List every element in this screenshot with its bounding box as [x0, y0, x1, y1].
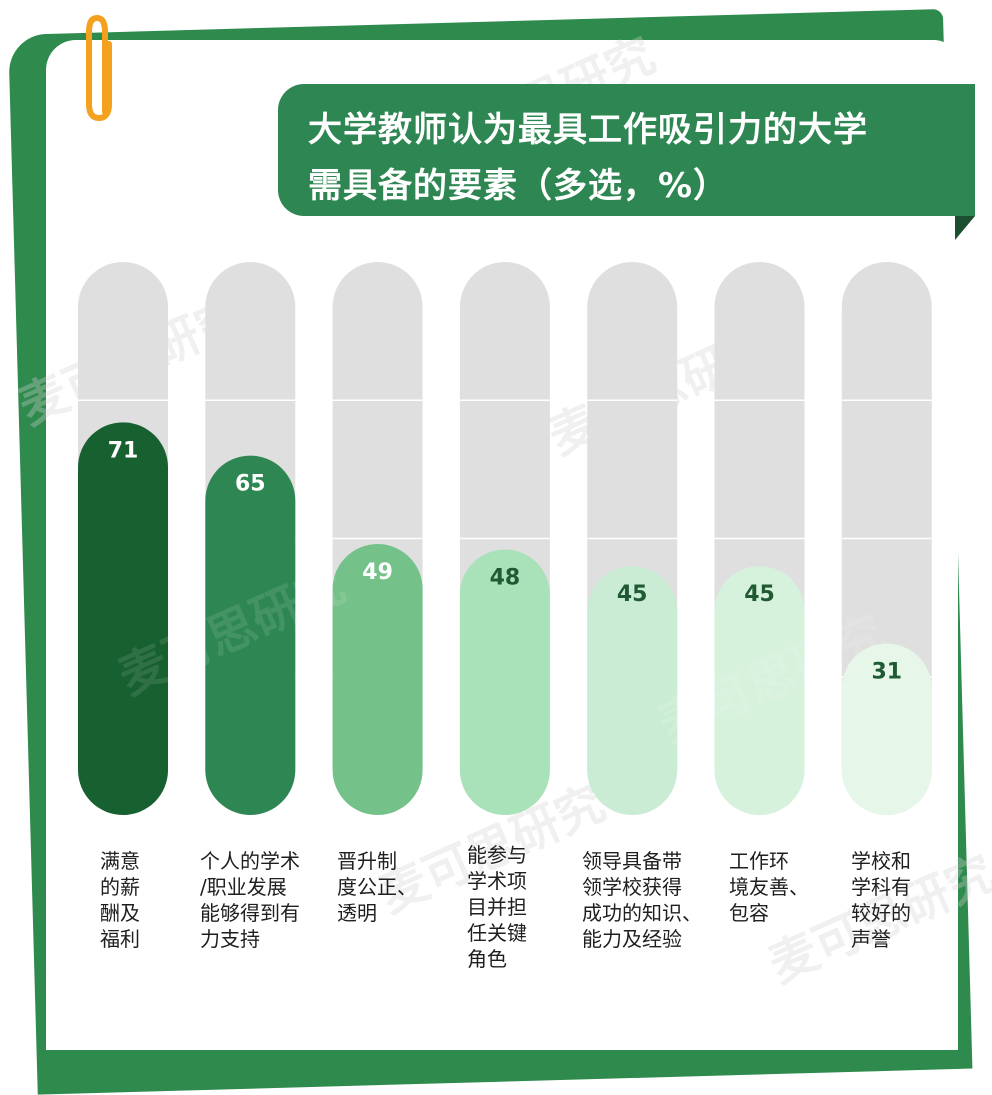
category-label: 能参与 学术项 目并担 任关键 角色 [467, 843, 527, 971]
banner-fold [955, 216, 975, 240]
bar [205, 455, 296, 815]
bar [459, 549, 550, 815]
data-label: 45 [744, 582, 775, 607]
category-label: 个人的学术 /职业发展 能够得到有 力支持 [200, 849, 300, 951]
chart-title: 大学教师认为最具工作吸引力的大学 [308, 110, 868, 150]
bar-chart: 71 65 49 48 45 45 31 [78, 262, 932, 815]
bar [78, 422, 168, 815]
category-label: 满意 的薪 酬及 福利 [100, 849, 140, 951]
data-label: 31 [871, 660, 902, 685]
data-label: 71 [108, 438, 139, 463]
category-label: 晋升制 度公正、 透明 [337, 849, 417, 925]
bar [714, 566, 805, 815]
data-label: 48 [490, 566, 521, 591]
data-label: 49 [362, 560, 393, 585]
title-banner: 大学教师认为最具工作吸引力的大学 需具备的要素（多选，%） [278, 84, 975, 216]
chart-subtitle: 需具备的要素（多选，%） [308, 166, 729, 206]
bar [841, 643, 932, 815]
category-label: 工作环 境友善、 包容 [729, 849, 809, 925]
data-label: 65 [235, 472, 266, 497]
category-label: 学校和 学科有 较好的 声誉 [851, 849, 911, 951]
category-label: 领导具备带 领学校获得 成功的知识、 能力及经验 [582, 849, 702, 951]
data-label: 45 [617, 582, 648, 607]
paperclip-icon [86, 14, 112, 122]
bar [332, 544, 423, 815]
bar [587, 566, 678, 815]
